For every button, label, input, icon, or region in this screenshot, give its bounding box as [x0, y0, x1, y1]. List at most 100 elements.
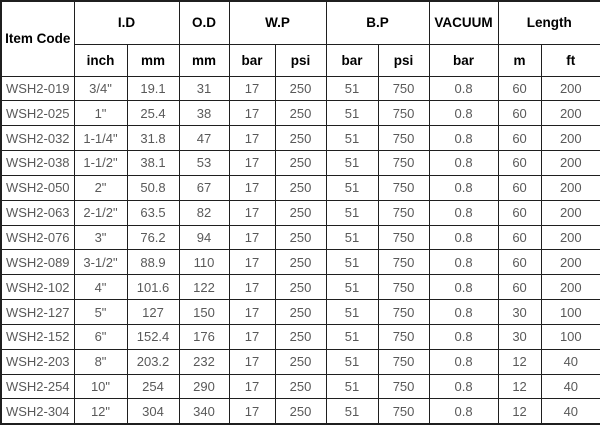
- length-m-cell: 12: [497, 348, 542, 375]
- vacuum-bar-cell: 0.8: [428, 174, 499, 201]
- header-unit-bp-psi: psi: [377, 43, 430, 77]
- id-inch-cell: 5": [73, 299, 128, 325]
- id-mm-cell: 254: [126, 373, 180, 400]
- table-row: WSH2-089 3-1/2" 88.9 110 17 250 51 750 0…: [0, 249, 600, 276]
- length-m-cell: 60: [497, 100, 542, 127]
- header-group-bp: B.P: [325, 0, 430, 45]
- table-row: WSH2-152 6" 152.4 176 17 250 51 750 0.8 …: [0, 323, 600, 350]
- item-code-cell: WSH2-089: [0, 249, 75, 276]
- header-unit-id-inch: inch: [73, 43, 128, 77]
- id-inch-cell: 2-1/2": [73, 199, 128, 226]
- wp-psi-cell: 250: [274, 323, 327, 350]
- item-code-cell: WSH2-038: [0, 150, 75, 176]
- length-m-cell: 60: [497, 199, 542, 226]
- item-code-cell: WSH2-032: [0, 125, 75, 152]
- vacuum-bar-cell: 0.8: [428, 100, 499, 127]
- id-mm-cell: 25.4: [126, 100, 180, 127]
- bp-bar-cell: 51: [325, 299, 379, 325]
- id-mm-cell: 19.1: [126, 75, 180, 102]
- od-mm-cell: 122: [178, 274, 230, 301]
- header-group-vacuum: VACUUM: [428, 0, 499, 45]
- length-ft-cell: 40: [540, 398, 600, 425]
- od-mm-cell: 82: [178, 199, 230, 226]
- od-mm-cell: 67: [178, 174, 230, 201]
- wp-psi-cell: 250: [274, 398, 327, 425]
- table-row: WSH2-050 2" 50.8 67 17 250 51 750 0.8 60…: [0, 174, 600, 201]
- id-mm-cell: 31.8: [126, 125, 180, 152]
- bp-bar-cell: 51: [325, 125, 379, 152]
- wp-psi-cell: 250: [274, 274, 327, 301]
- table-row: WSH2-102 4" 101.6 122 17 250 51 750 0.8 …: [0, 274, 600, 301]
- bp-psi-cell: 750: [377, 299, 430, 325]
- bp-psi-cell: 750: [377, 249, 430, 276]
- bp-bar-cell: 51: [325, 398, 379, 425]
- id-inch-cell: 1-1/2": [73, 150, 128, 176]
- length-ft-cell: 200: [540, 174, 600, 201]
- wp-bar-cell: 17: [228, 75, 276, 102]
- length-m-cell: 60: [497, 75, 542, 102]
- bp-bar-cell: 51: [325, 199, 379, 226]
- vacuum-bar-cell: 0.8: [428, 373, 499, 400]
- wp-bar-cell: 17: [228, 100, 276, 127]
- length-m-cell: 12: [497, 373, 542, 400]
- length-ft-cell: 200: [540, 274, 600, 301]
- item-code-cell: WSH2-152: [0, 323, 75, 350]
- bp-psi-cell: 750: [377, 75, 430, 102]
- id-inch-cell: 3/4": [73, 75, 128, 102]
- id-mm-cell: 203.2: [126, 348, 180, 375]
- wp-psi-cell: 250: [274, 249, 327, 276]
- header-group-od: O.D: [178, 0, 230, 45]
- od-mm-cell: 53: [178, 150, 230, 176]
- wp-bar-cell: 17: [228, 224, 276, 251]
- wp-bar-cell: 17: [228, 125, 276, 152]
- od-mm-cell: 290: [178, 373, 230, 400]
- id-mm-cell: 101.6: [126, 274, 180, 301]
- bp-bar-cell: 51: [325, 174, 379, 201]
- header-unit-row: inch mm mm bar psi bar psi bar m ft: [1, 43, 600, 77]
- wp-psi-cell: 250: [274, 150, 327, 176]
- id-mm-cell: 63.5: [126, 199, 180, 226]
- bp-bar-cell: 51: [325, 100, 379, 127]
- wp-bar-cell: 17: [228, 398, 276, 425]
- od-mm-cell: 150: [178, 299, 230, 325]
- header-item-code: Item Code: [0, 0, 75, 77]
- header-unit-wp-psi: psi: [274, 43, 327, 77]
- table-body: WSH2-019 3/4" 19.1 31 17 250 51 750 0.8 …: [0, 75, 600, 425]
- bp-bar-cell: 51: [325, 373, 379, 400]
- length-m-cell: 60: [497, 224, 542, 251]
- id-inch-cell: 3-1/2": [73, 249, 128, 276]
- id-mm-cell: 152.4: [126, 323, 180, 350]
- length-m-cell: 60: [497, 249, 542, 276]
- bp-psi-cell: 750: [377, 125, 430, 152]
- id-mm-cell: 88.9: [126, 249, 180, 276]
- od-mm-cell: 31: [178, 75, 230, 102]
- vacuum-bar-cell: 0.8: [428, 398, 499, 425]
- table-row: WSH2-076 3" 76.2 94 17 250 51 750 0.8 60…: [0, 224, 600, 251]
- length-m-cell: 30: [497, 299, 542, 325]
- length-ft-cell: 200: [540, 100, 600, 127]
- length-ft-cell: 200: [540, 150, 600, 176]
- length-ft-cell: 200: [540, 125, 600, 152]
- wp-psi-cell: 250: [274, 125, 327, 152]
- id-mm-cell: 127: [126, 299, 180, 325]
- id-mm-cell: 38.1: [126, 150, 180, 176]
- vacuum-bar-cell: 0.8: [428, 199, 499, 226]
- od-mm-cell: 94: [178, 224, 230, 251]
- vacuum-bar-cell: 0.8: [428, 224, 499, 251]
- length-ft-cell: 200: [540, 224, 600, 251]
- length-ft-cell: 40: [540, 373, 600, 400]
- vacuum-bar-cell: 0.8: [428, 299, 499, 325]
- bp-bar-cell: 51: [325, 323, 379, 350]
- bp-psi-cell: 750: [377, 224, 430, 251]
- length-ft-cell: 200: [540, 249, 600, 276]
- od-mm-cell: 38: [178, 100, 230, 127]
- length-ft-cell: 200: [540, 75, 600, 102]
- wp-psi-cell: 250: [274, 174, 327, 201]
- length-ft-cell: 200: [540, 199, 600, 226]
- item-code-cell: WSH2-203: [0, 348, 75, 375]
- bp-bar-cell: 51: [325, 348, 379, 375]
- vacuum-bar-cell: 0.8: [428, 249, 499, 276]
- header-group-row: Item Code I.D O.D W.P B.P VACUUM Length: [0, 0, 600, 77]
- wp-psi-cell: 250: [274, 299, 327, 325]
